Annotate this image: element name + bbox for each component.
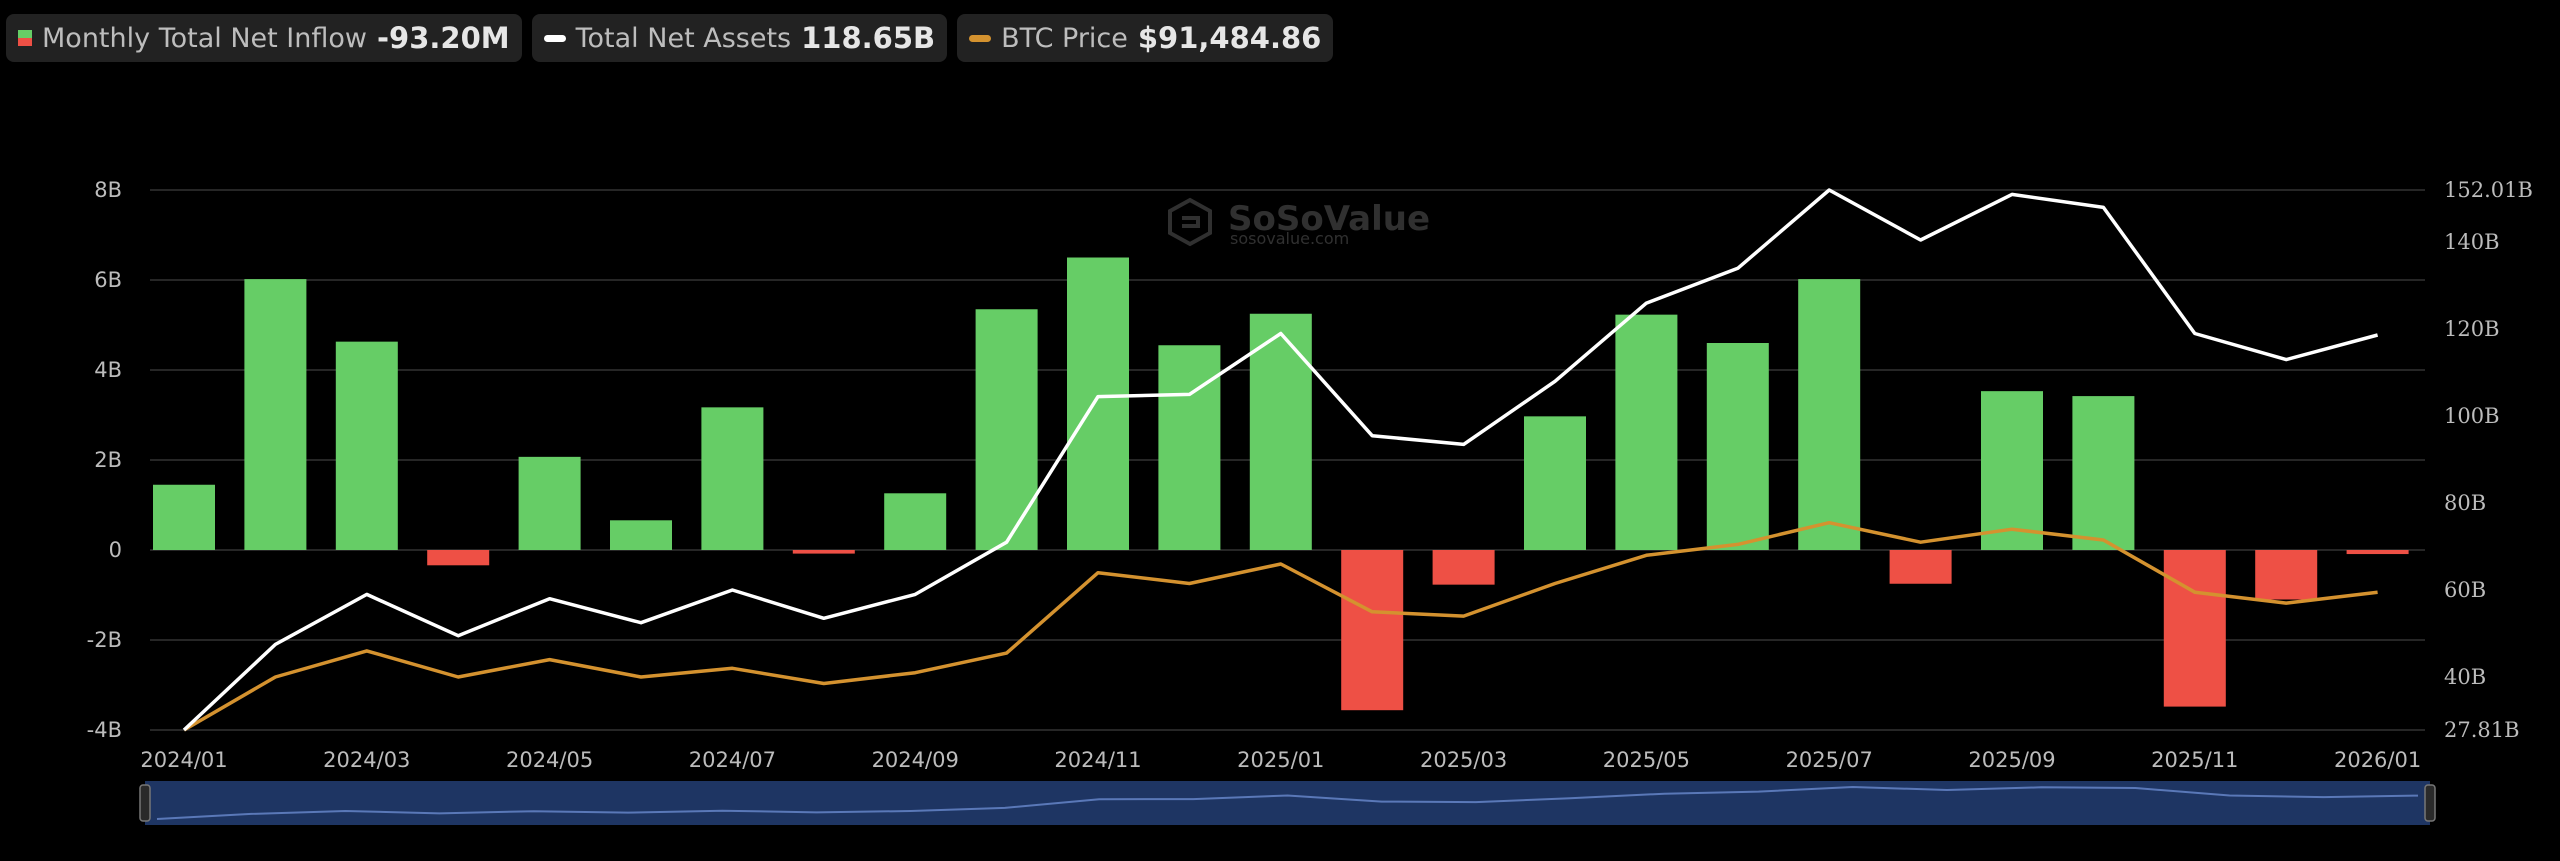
legend-assets[interactable]: Total Net Assets 118.65B <box>531 14 948 62</box>
inflow-bar <box>1889 550 1952 584</box>
x-tick-label: 2026/01 <box>2334 748 2421 772</box>
x-tick-label: 2024/07 <box>689 748 776 772</box>
inflow-bar <box>2163 550 2226 707</box>
right-tick-label: 40B <box>2444 665 2486 689</box>
price-swatch-icon <box>969 34 992 42</box>
inflow-bars <box>153 257 2409 711</box>
btc-price-line <box>183 520 2378 732</box>
right-tick-label: 80B <box>2444 491 2486 515</box>
legend-inflow[interactable]: Monthly Total Net Inflow -93.20M <box>6 14 522 62</box>
x-tick-label: 2024/03 <box>323 748 410 772</box>
inflow-bar <box>701 407 764 550</box>
left-tick-label: 0 <box>109 538 122 562</box>
legend-price-value: $91,484.86 <box>1137 21 1322 55</box>
inflow-bar <box>1432 550 1495 585</box>
navigator-handle[interactable] <box>139 784 151 822</box>
left-tick-label: 8B <box>94 178 122 202</box>
watermark-url: sosovalue.com <box>1230 229 1349 248</box>
right-tick-label: 120B <box>2444 317 2500 341</box>
legend-assets-label: Total Net Assets <box>575 22 792 54</box>
right-tick-label: 60B <box>2444 578 2486 602</box>
left-tick-label: 2B <box>94 448 122 472</box>
right-tick-label: 100B <box>2444 404 2500 428</box>
right-tick-label: 27.81B <box>2444 718 2520 742</box>
inflow-bar <box>2346 550 2409 555</box>
inflow-bar <box>427 550 490 566</box>
inflow-bar <box>1615 314 1678 550</box>
legend-inflow-value: -93.20M <box>377 21 510 55</box>
left-tick-label: -4B <box>87 718 122 742</box>
inflow-bar <box>610 520 672 550</box>
watermark: SoSoValue sosovalue.com <box>1168 197 1430 248</box>
assets-swatch-icon <box>543 34 566 42</box>
inflow-bar <box>244 279 307 550</box>
inflow-bar <box>1158 345 1221 550</box>
inflow-bar <box>1341 550 1404 711</box>
navigator-line <box>156 785 2419 820</box>
left-axis: 8B 6B 4B 2B 0 -2B -4B <box>87 178 122 742</box>
watermark-logo-icon <box>1168 197 1212 247</box>
inflow-bar <box>792 550 855 554</box>
x-tick-label: 2025/11 <box>2151 748 2238 772</box>
inflow-bar <box>335 341 398 550</box>
inflow-bar <box>153 484 215 550</box>
left-tick-label: 4B <box>94 358 122 382</box>
range-navigator[interactable] <box>139 781 2436 825</box>
inflow-bar <box>1249 313 1312 550</box>
inflow-bar <box>2255 550 2318 600</box>
inflow-bar <box>1981 391 2043 550</box>
x-tick-label: 2024/11 <box>1054 748 1141 772</box>
x-tick-label: 2025/07 <box>1786 748 1873 772</box>
inflow-bar <box>1524 416 1586 550</box>
x-tick-label: 2024/05 <box>506 748 593 772</box>
right-axis: 152.01B 140B 120B 100B 80B 60B 40B 27.81B <box>2444 178 2533 742</box>
legend: Monthly Total Net Inflow -93.20M Total N… <box>6 14 1334 62</box>
inflow-bar <box>2072 396 2135 550</box>
right-tick-label: 140B <box>2444 230 2500 254</box>
legend-price[interactable]: BTC Price $91,484.86 <box>957 14 1334 62</box>
legend-inflow-label: Monthly Total Net Inflow <box>42 22 367 54</box>
right-tick-label: 152.01B <box>2444 178 2533 202</box>
series-lines <box>182 188 2379 732</box>
inflow-bar <box>1798 279 1861 550</box>
x-tick-label: 2025/03 <box>1420 748 1507 772</box>
x-tick-label: 2024/01 <box>140 748 227 772</box>
legend-assets-value: 118.65B <box>801 21 936 55</box>
x-tick-label: 2025/01 <box>1237 748 1324 772</box>
x-tick-label: 2024/09 <box>872 748 959 772</box>
x-axis: 2024/01 2024/03 2024/05 2024/07 2024/09 2024/… <box>140 748 2421 772</box>
left-tick-label: -2B <box>87 628 122 652</box>
inflow-bar <box>1706 343 1769 550</box>
left-tick-label: 6B <box>94 268 122 292</box>
inflow-swatch-icon <box>18 30 32 46</box>
inflow-bar <box>518 456 581 550</box>
watermark-brand: SoSoValue <box>1228 199 1430 239</box>
legend-price-label: BTC Price <box>1001 22 1128 54</box>
x-tick-label: 2025/05 <box>1603 748 1690 772</box>
navigator-handle[interactable] <box>2424 784 2436 822</box>
inflow-bar <box>1067 257 1129 550</box>
net-assets-line <box>182 188 2379 732</box>
inflow-bar <box>975 309 1038 550</box>
x-tick-label: 2025/09 <box>1968 748 2055 772</box>
inflow-bar <box>884 493 947 550</box>
